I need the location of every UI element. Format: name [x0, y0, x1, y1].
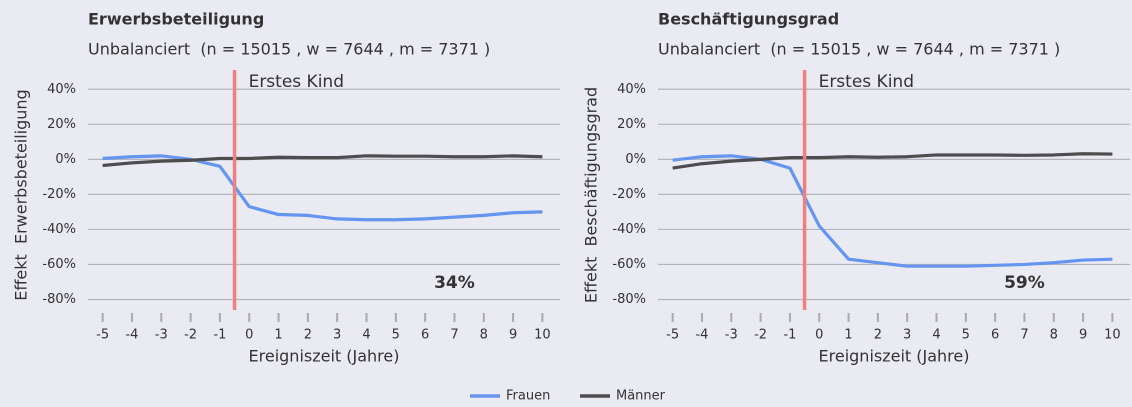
x-axis-label: Ereigniszeit (Jahre) [249, 347, 400, 366]
x-tick-label: 6 [991, 328, 999, 343]
y-tick-label: 20% [617, 117, 646, 132]
x-tick-label: -3 [725, 328, 738, 343]
x-tick-label: -3 [155, 328, 168, 343]
x-tick-label: 3 [333, 328, 341, 343]
x-tick-label: 8 [1050, 328, 1058, 343]
x-tick-label: 8 [480, 328, 488, 343]
y-tick-label: 40% [47, 82, 76, 97]
x-tick-label: 3 [903, 328, 911, 343]
x-tick-label: 7 [1020, 328, 1028, 343]
x-tick-label: -2 [184, 328, 197, 343]
x-tick-label: 2 [304, 328, 312, 343]
y-tick-label: -60% [42, 257, 76, 272]
x-tick-label: 1 [274, 328, 282, 343]
x-tick-label: -2 [754, 328, 767, 343]
effect-label: 34% [434, 273, 475, 293]
effect-label: 59% [1004, 273, 1045, 293]
x-tick-label: -4 [695, 328, 708, 343]
y-tick-label: 0% [55, 152, 76, 167]
x-tick-label: -4 [125, 328, 138, 343]
legend-label: Männer [616, 389, 666, 404]
x-tick-label: -1 [213, 328, 226, 343]
y-axis-label: Effekt Beschäftigungsgrad [582, 87, 601, 303]
x-tick-label: 10 [1104, 328, 1121, 343]
x-tick-label: 0 [815, 328, 823, 343]
panel-title: Erwerbsbeteiligung [88, 10, 264, 29]
x-tick-label: -5 [666, 328, 679, 343]
x-tick-label: -5 [96, 328, 109, 343]
panel-title: Beschäftigungsgrad [658, 10, 839, 29]
x-axis-label: Ereigniszeit (Jahre) [819, 347, 970, 366]
x-tick-label: 10 [534, 328, 551, 343]
x-tick-label: 4 [932, 328, 940, 343]
series-line [672, 152, 1113, 170]
y-tick-label: -40% [42, 222, 76, 237]
y-tick-label: -40% [612, 222, 646, 237]
x-tick-label: 5 [962, 328, 970, 343]
y-tick-label: -20% [612, 187, 646, 202]
y-tick-label: 40% [617, 82, 646, 97]
event-label: Erstes Kind [249, 72, 344, 92]
y-tick-label: -80% [612, 292, 646, 307]
panel-subtitle: Unbalanciert (n = 15015 , w = 7644 , m =… [658, 40, 1060, 59]
legend-label: Frauen [506, 389, 550, 404]
y-tick-label: -20% [42, 187, 76, 202]
x-tick-label: 0 [245, 328, 253, 343]
y-axis-label: Effekt Erwerbsbeteiligung [12, 89, 31, 300]
y-tick-label: -60% [612, 257, 646, 272]
event-label: Erstes Kind [819, 72, 914, 92]
x-tick-label: 4 [362, 328, 370, 343]
x-tick-label: 9 [509, 328, 517, 343]
series-line [672, 154, 1113, 268]
series-line [102, 154, 543, 168]
x-tick-label: 5 [392, 328, 400, 343]
y-tick-label: 20% [47, 117, 76, 132]
x-tick-label: 6 [421, 328, 429, 343]
y-tick-label: -80% [42, 292, 76, 307]
x-tick-label: -1 [783, 328, 796, 343]
x-tick-label: 2 [874, 328, 882, 343]
panel-subtitle: Unbalanciert (n = 15015 , w = 7644 , m =… [88, 40, 490, 59]
x-tick-label: 1 [844, 328, 852, 343]
x-tick-label: 7 [450, 328, 458, 343]
y-tick-label: 0% [625, 152, 646, 167]
x-tick-label: 9 [1079, 328, 1087, 343]
series-line [102, 154, 543, 222]
